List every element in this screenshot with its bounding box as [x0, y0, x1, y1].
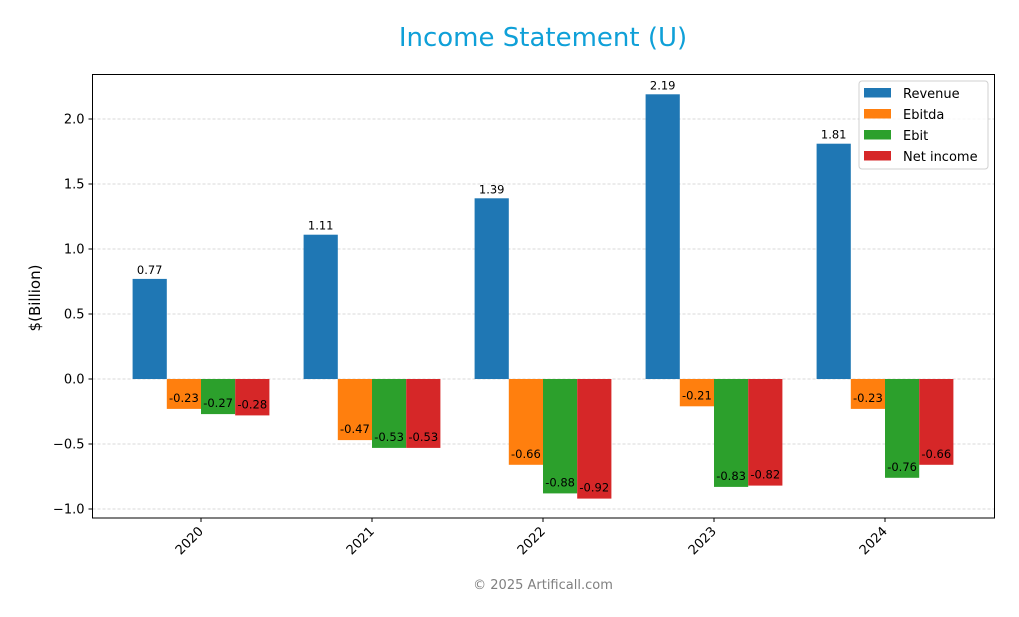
bar-value-label: -0.92 — [579, 481, 609, 495]
bar-value-labels: 0.77 -0.23 -0.27 -0.28 1.11 -0.47 -0.53 -0.53 1.… — [137, 78, 951, 494]
bar-revenue — [474, 198, 509, 379]
bar-ebitda — [508, 379, 543, 465]
legend: Revenue Ebitda Ebit Net income — [858, 80, 989, 170]
legend-label: Revenue — [903, 87, 960, 102]
legend-swatch-ebitda — [864, 109, 891, 119]
x-tick-label: 2024 — [857, 524, 891, 558]
bar-net-income — [577, 379, 612, 499]
y-tick-label: 0.5 — [64, 308, 85, 323]
bar-net-income — [748, 379, 783, 486]
x-axis: 2020 2021 2022 2023 2024 — [173, 518, 891, 558]
bar-ebitda — [850, 379, 885, 409]
bar-value-label: -0.28 — [237, 397, 267, 411]
bar-ebit — [372, 379, 407, 448]
bar-value-label: -0.21 — [682, 388, 712, 402]
y-tick-label: 1.0 — [64, 243, 85, 258]
bar-value-label: -0.76 — [887, 460, 917, 474]
legend-swatch-revenue — [864, 88, 891, 98]
bar-ebit — [885, 379, 920, 478]
bar-ebit — [543, 379, 578, 494]
bar-value-label: -0.53 — [408, 430, 438, 444]
bar-revenue — [132, 278, 167, 379]
x-tick-label: 2021 — [344, 524, 378, 558]
x-tick-label: 2023 — [686, 524, 720, 558]
bar-value-label: 0.77 — [137, 263, 163, 277]
x-tick-label: 2022 — [515, 524, 549, 558]
bar-value-label: -0.53 — [374, 430, 404, 444]
x-tick-label: 2020 — [173, 524, 207, 558]
y-axis-label: $(Billion) — [26, 265, 44, 332]
bar-ebit — [714, 379, 749, 487]
legend-box — [858, 80, 989, 170]
bar-ebit — [201, 379, 236, 415]
y-axis: −1.0 −0.5 0.0 0.5 1.0 1.5 2.0 — [53, 113, 93, 518]
bar-ebitda — [337, 379, 372, 441]
bar-value-label: 1.39 — [479, 182, 505, 196]
bar-value-label: -0.23 — [169, 391, 199, 405]
bar-net-income — [406, 379, 441, 448]
legend-label: Net income — [903, 150, 978, 165]
footer-copyright: © 2025 Artificall.com — [473, 578, 613, 593]
y-tick-label: 1.5 — [64, 178, 85, 193]
bar-revenue — [816, 143, 851, 379]
bar-value-label: -0.66 — [921, 447, 951, 461]
bar-value-label: -0.47 — [340, 422, 370, 436]
bar-value-label: 1.11 — [308, 219, 334, 233]
bar-value-label: -0.83 — [716, 469, 746, 483]
legend-label: Ebitda — [903, 108, 944, 123]
y-tick-label: −1.0 — [53, 503, 85, 518]
bar-net-income — [919, 379, 954, 465]
bar-value-label: -0.82 — [750, 468, 780, 482]
bar-ebitda — [166, 379, 201, 409]
y-tick-label: −0.5 — [53, 438, 85, 453]
legend-label: Ebit — [903, 129, 928, 144]
y-tick-label: 2.0 — [64, 113, 85, 128]
bar-value-label: 1.81 — [821, 128, 847, 142]
bar-value-label: -0.27 — [203, 396, 233, 410]
bar-value-label: -0.88 — [545, 475, 575, 489]
bars — [132, 94, 954, 499]
bar-ebitda — [679, 379, 714, 407]
bar-revenue — [645, 94, 680, 380]
bar-value-label: -0.23 — [853, 391, 883, 405]
legend-swatch-ebit — [864, 130, 891, 140]
y-tick-label: 0.0 — [64, 373, 85, 388]
bar-net-income — [235, 379, 270, 416]
bar-revenue — [303, 234, 338, 379]
bar-value-label: 2.19 — [650, 78, 676, 92]
bar-value-label: -0.66 — [511, 447, 541, 461]
legend-swatch-net-income — [864, 151, 891, 161]
chart-title: Income Statement (U) — [399, 23, 687, 53]
